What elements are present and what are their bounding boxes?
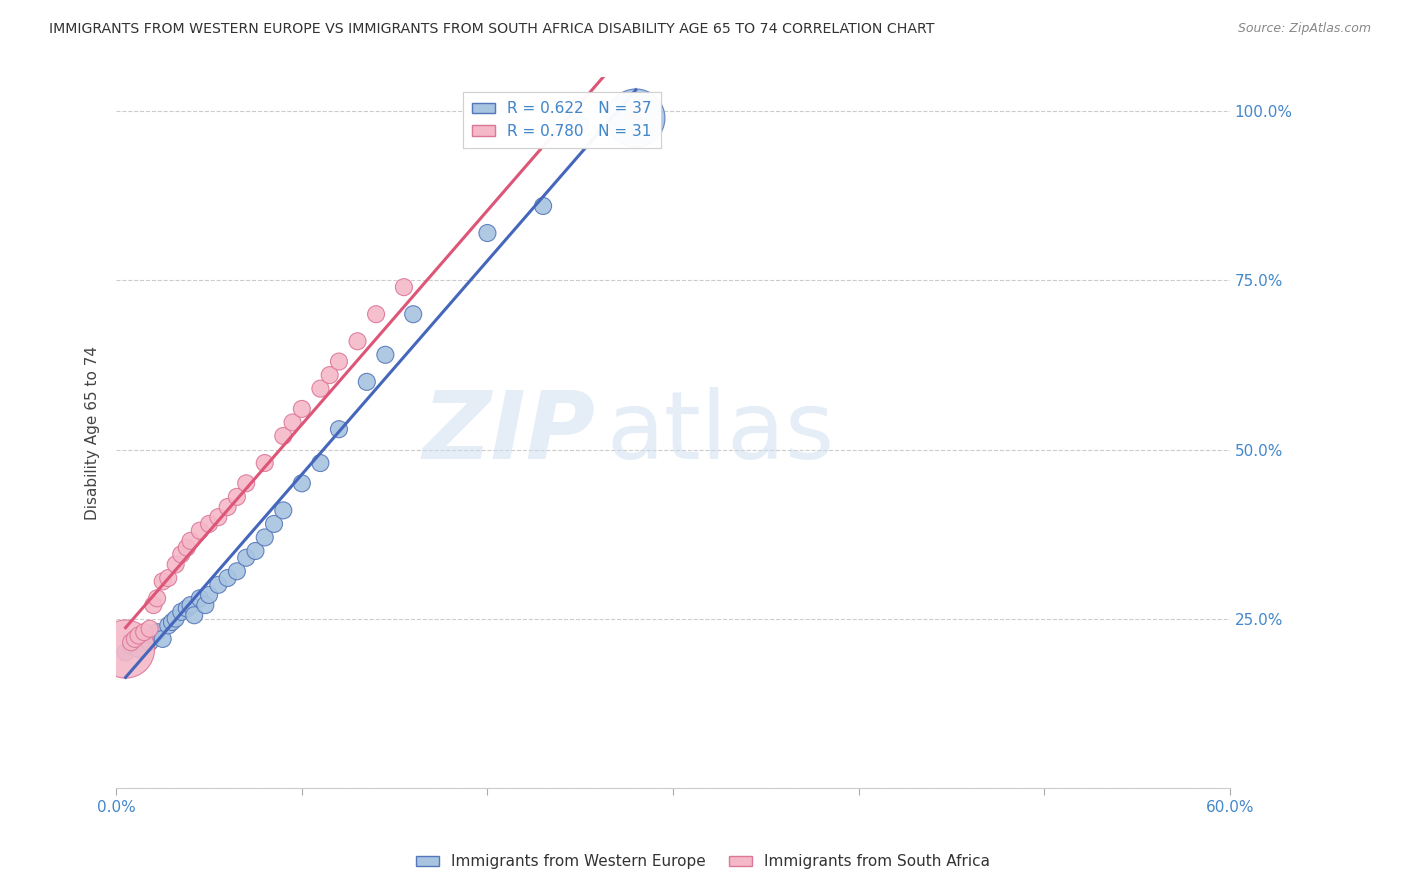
Point [179, 533, 201, 548]
Point [124, 632, 146, 646]
Point [176, 601, 198, 615]
Point [146, 591, 169, 606]
Point [328, 422, 350, 436]
Point [291, 401, 314, 416]
Point [346, 334, 368, 349]
Text: ZIP: ZIP [422, 386, 595, 479]
Point [176, 541, 198, 555]
Text: Source: ZipAtlas.com: Source: ZipAtlas.com [1237, 22, 1371, 36]
Point [142, 598, 165, 612]
Point [120, 635, 142, 649]
Legend: R = 0.622   N = 37, R = 0.780   N = 31: R = 0.622 N = 37, R = 0.780 N = 31 [463, 92, 661, 148]
Point [225, 490, 247, 504]
Point [157, 618, 180, 632]
Point [124, 635, 146, 649]
Point [152, 574, 174, 589]
Point [128, 628, 150, 642]
Text: atlas: atlas [606, 386, 834, 479]
Point [245, 544, 267, 558]
Point [207, 578, 229, 592]
Point [194, 598, 217, 612]
Y-axis label: Disability Age 65 to 74: Disability Age 65 to 74 [86, 345, 100, 520]
Point [183, 608, 205, 623]
Point [225, 564, 247, 578]
Point [157, 571, 180, 585]
Point [165, 558, 187, 572]
Point [318, 368, 340, 383]
Point [138, 622, 160, 636]
Point [356, 375, 378, 389]
Point [291, 476, 314, 491]
Point [328, 354, 350, 368]
Point [179, 598, 201, 612]
Point [120, 639, 142, 653]
Point [114, 642, 136, 657]
Point [160, 615, 183, 629]
Point [235, 550, 257, 565]
Point [142, 628, 165, 642]
Point [217, 500, 239, 514]
Text: IMMIGRANTS FROM WESTERN EUROPE VS IMMIGRANTS FROM SOUTH AFRICA DISABILITY AGE 65: IMMIGRANTS FROM WESTERN EUROPE VS IMMIGR… [49, 22, 935, 37]
Point [392, 280, 415, 294]
Point [309, 382, 332, 396]
Point [271, 503, 294, 517]
Point [170, 547, 193, 561]
Point [152, 632, 174, 646]
Point [198, 516, 221, 531]
Point [253, 531, 276, 545]
Point [198, 588, 221, 602]
Point [402, 307, 425, 321]
Point [146, 625, 169, 640]
Point [281, 416, 304, 430]
Point [624, 111, 647, 125]
Point [128, 642, 150, 657]
Point [477, 226, 499, 240]
Point [165, 612, 187, 626]
Point [364, 307, 387, 321]
Point [531, 199, 554, 213]
Point [624, 104, 647, 119]
Point [170, 605, 193, 619]
Point [263, 516, 285, 531]
Point [309, 456, 332, 470]
Point [138, 635, 160, 649]
Point [207, 510, 229, 524]
Point [374, 348, 396, 362]
Point [188, 591, 211, 606]
Point [569, 118, 592, 132]
Point [271, 429, 294, 443]
Point [132, 632, 155, 646]
Point [253, 456, 276, 470]
Point [132, 625, 155, 640]
Point [114, 645, 136, 659]
Point [235, 476, 257, 491]
Point [217, 571, 239, 585]
Point [188, 524, 211, 538]
Legend: Immigrants from Western Europe, Immigrants from South Africa: Immigrants from Western Europe, Immigran… [411, 848, 995, 875]
